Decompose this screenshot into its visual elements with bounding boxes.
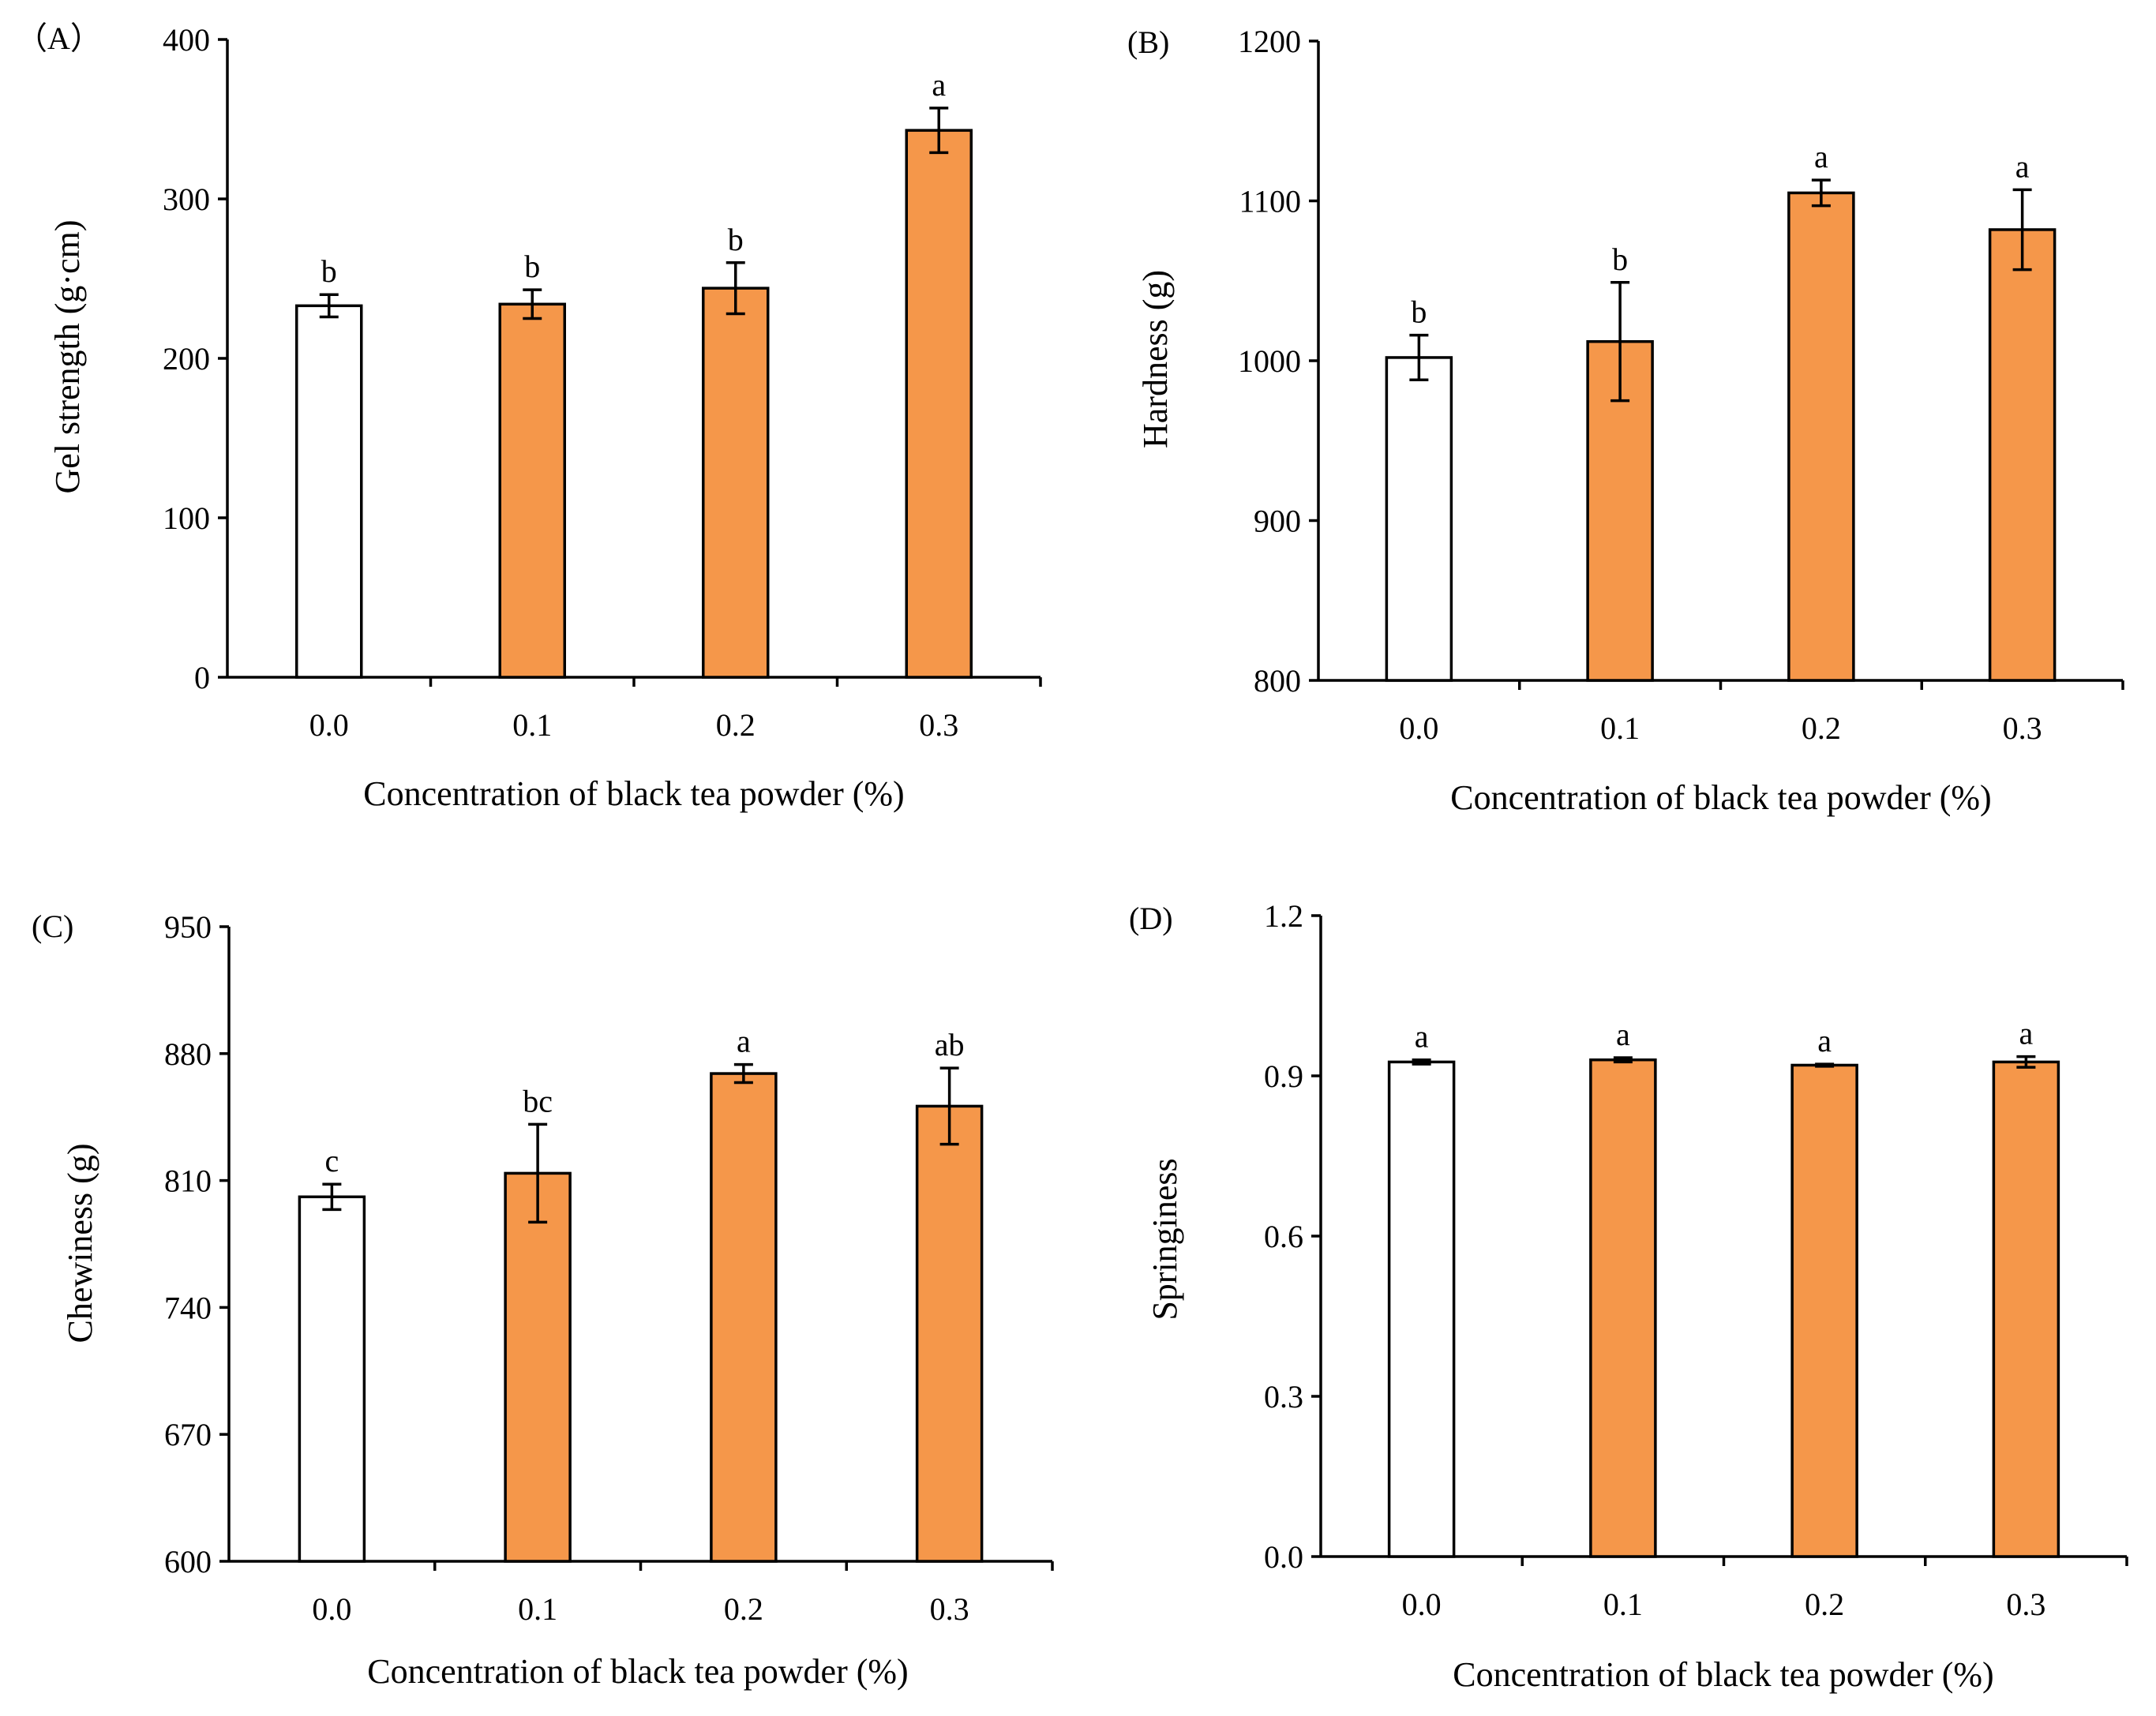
y-tick-label-d: 0.6 — [1264, 1219, 1303, 1254]
chart-panel-b: (B) Hardness (g) Concentration of black … — [1127, 24, 2124, 817]
x-tick-label-b-1: 0.1 — [1600, 710, 1640, 746]
y-tick-label-a: 300 — [163, 182, 210, 217]
x-axis-title-a: Concentration of black tea powder (%) — [363, 774, 904, 813]
x-tick-label-b-2: 0.2 — [1802, 710, 1841, 746]
x-tick-label-d-0: 0.0 — [1402, 1587, 1442, 1622]
significance-label-d-1: a — [1616, 1017, 1630, 1052]
y-tick-label-b: 1100 — [1239, 184, 1301, 219]
y-tick-label-c: 600 — [164, 1544, 212, 1579]
y-axis-title-d: Springiness — [1145, 1158, 1184, 1320]
chart-panel-c: (C) Chewiness (g) Concentration of black… — [32, 909, 1054, 1691]
chart-panel-d: (D) Springiness Concentration of black t… — [1129, 898, 2128, 1694]
x-tick-label-b-0: 0.0 — [1399, 710, 1438, 746]
y-tick-label-b: 900 — [1254, 504, 1301, 539]
x-axis-title-b: Concentration of black tea powder (%) — [1450, 778, 1991, 817]
x-tick-label-c-1: 0.1 — [518, 1591, 557, 1627]
bar-d-2 — [1790, 1063, 1858, 1558]
bar-b-3 — [1988, 228, 2057, 682]
significance-label-c-0: c — [324, 1143, 339, 1178]
y-tick-label-b: 1000 — [1238, 343, 1301, 379]
bar-c-0 — [298, 1195, 366, 1563]
x-axis-title-c: Concentration of black tea powder (%) — [367, 1652, 908, 1691]
significance-label-a-2: b — [728, 222, 744, 257]
bar-a-3 — [905, 129, 973, 679]
y-tick-label-c: 880 — [164, 1036, 212, 1072]
y-tick-label-a: 100 — [163, 500, 210, 536]
x-tick-label-a-0: 0.0 — [309, 707, 349, 743]
significance-label-a-3: a — [932, 67, 946, 103]
y-tick-label-d: 0.9 — [1264, 1058, 1303, 1094]
y-tick-label-b: 800 — [1254, 663, 1301, 699]
x-tick-label-a-1: 0.1 — [512, 707, 552, 743]
significance-label-b-1: b — [1612, 242, 1628, 277]
bar-b-0 — [1385, 356, 1453, 682]
bar-b-2 — [1787, 191, 1855, 682]
x-tick-label-a-2: 0.2 — [716, 707, 756, 743]
panel-label-d: (D) — [1129, 901, 1173, 936]
y-tick-label-b: 1200 — [1238, 24, 1301, 59]
x-tick-label-b-3: 0.3 — [2003, 710, 2042, 746]
y-axis-title-c: Chewiness (g) — [61, 1144, 99, 1343]
bar-c-2 — [710, 1072, 778, 1563]
bar-c-1 — [504, 1171, 572, 1563]
y-tick-label-c: 670 — [164, 1417, 212, 1452]
panel-label-a: （A） — [16, 21, 102, 56]
y-tick-label-d: 0.0 — [1264, 1539, 1303, 1575]
x-tick-label-d-1: 0.1 — [1603, 1587, 1643, 1622]
significance-label-d-0: a — [1415, 1019, 1429, 1055]
y-tick-label-a: 0 — [194, 660, 210, 695]
y-tick-label-c: 950 — [164, 909, 212, 945]
bar-a-1 — [498, 302, 566, 679]
chart-panel-a: （A） Gel strength (g·cm) Concentration of… — [16, 21, 1042, 813]
significance-label-b-0: b — [1411, 294, 1427, 330]
x-tick-label-c-0: 0.0 — [312, 1591, 351, 1627]
bar-a-0 — [295, 304, 363, 679]
y-tick-label-a: 200 — [163, 341, 210, 377]
bar-d-1 — [1589, 1058, 1657, 1558]
y-tick-label-a: 400 — [163, 22, 210, 58]
bar-d-3 — [1992, 1060, 2060, 1558]
bar-c-3 — [915, 1104, 984, 1563]
y-tick-label-d: 1.2 — [1264, 898, 1303, 934]
y-axis-title-a: Gel strength (g·cm) — [48, 220, 87, 494]
x-tick-label-c-2: 0.2 — [724, 1591, 763, 1627]
bar-d-0 — [1387, 1060, 1456, 1558]
significance-label-d-2: a — [1817, 1023, 1832, 1058]
panel-label-b: (B) — [1127, 24, 1169, 60]
y-tick-label-c: 810 — [164, 1163, 212, 1199]
x-axis-title-d: Concentration of black tea powder (%) — [1453, 1655, 1993, 1694]
panel-label-c: (C) — [32, 909, 73, 944]
y-tick-label-c: 740 — [164, 1290, 212, 1325]
x-tick-label-c-3: 0.3 — [930, 1591, 969, 1627]
significance-label-a-1: b — [524, 249, 540, 284]
significance-label-c-3: ab — [935, 1027, 965, 1062]
significance-label-c-1: bc — [523, 1083, 553, 1118]
significance-label-b-3: a — [2015, 148, 2030, 184]
y-tick-label-d: 0.3 — [1264, 1379, 1303, 1414]
y-axis-title-b: Hardness (g) — [1136, 270, 1175, 448]
significance-label-c-2: a — [737, 1024, 751, 1059]
x-tick-label-d-2: 0.2 — [1805, 1587, 1844, 1622]
x-tick-label-a-3: 0.3 — [919, 707, 958, 743]
x-tick-label-d-3: 0.3 — [2006, 1587, 2045, 1622]
significance-label-b-2: a — [1814, 139, 1828, 174]
significance-label-a-0: b — [321, 253, 337, 289]
bar-a-2 — [702, 287, 770, 679]
significance-label-d-3: a — [2019, 1016, 2033, 1051]
